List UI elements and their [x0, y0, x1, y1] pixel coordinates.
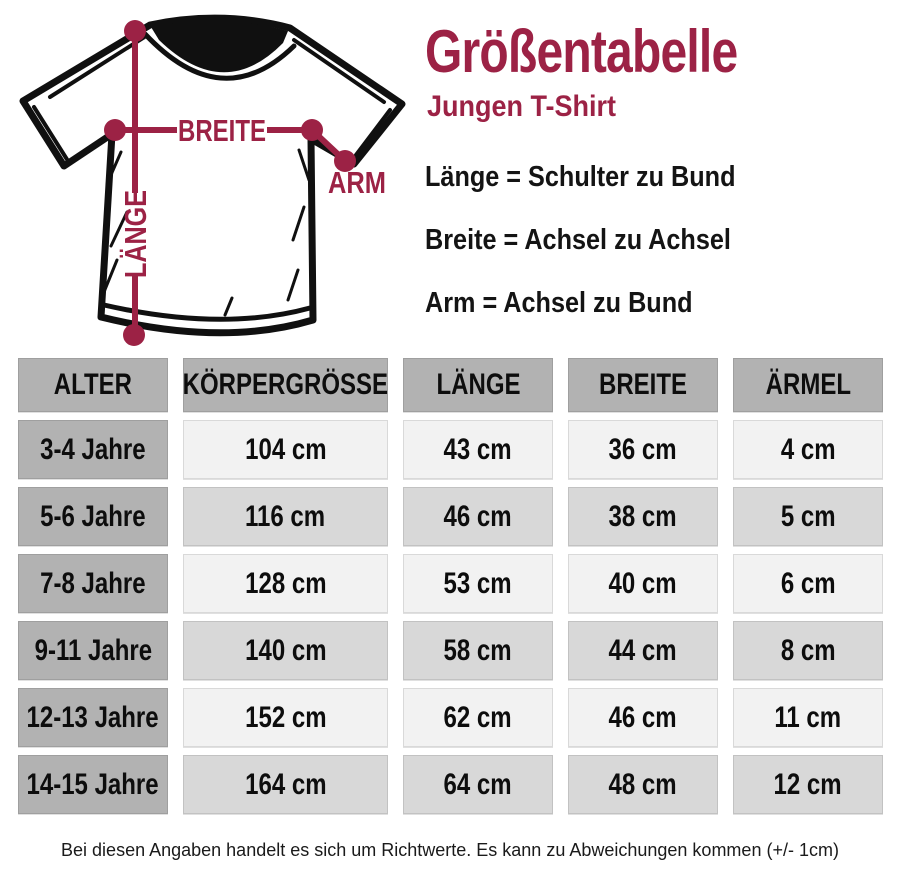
page-title: Größentabelle: [425, 18, 738, 85]
table-cell: 128 cm: [183, 554, 388, 613]
laenge-label: LÄNGE: [118, 190, 153, 278]
column-header-alter: ALTER: [18, 358, 168, 412]
table-cell: 152 cm: [183, 688, 388, 747]
table-cell: 104 cm: [183, 420, 388, 479]
definition-breite: Breite = Achsel zu Achsel: [425, 224, 731, 256]
table-cell: 36 cm: [568, 420, 718, 479]
hem-point: [123, 324, 145, 346]
left-armpit-point: [104, 119, 126, 141]
page-subtitle: Jungen T-Shirt: [427, 90, 616, 123]
table-cell: 44 cm: [568, 621, 718, 680]
table-cell: 116 cm: [183, 487, 388, 546]
disclaimer-note: Bei diesen Angaben handelt es sich um Ri…: [61, 840, 839, 860]
table-cell: 62 cm: [403, 688, 553, 747]
tshirt-measurement-diagram: BREITE ARM LÄNGE: [19, 14, 406, 346]
tshirt-collar-band: [142, 31, 297, 81]
row-label: 7-8 Jahre: [18, 554, 168, 613]
column-header-laenge: LÄNGE: [403, 358, 553, 412]
table-cell: 8 cm: [733, 621, 883, 680]
row-label: 5-6 Jahre: [18, 487, 168, 546]
arm-label: ARM: [328, 165, 386, 200]
table-cell: 64 cm: [403, 755, 553, 814]
table-cell: 5 cm: [733, 487, 883, 546]
column-header-koerpergroesse: KÖRPERGRÖSSE: [183, 358, 388, 412]
right-armpit-point: [301, 119, 323, 141]
tshirt-outline: [19, 14, 406, 337]
table-cell: 4 cm: [733, 420, 883, 479]
table-cell: 140 cm: [183, 621, 388, 680]
table-cell: 6 cm: [733, 554, 883, 613]
row-label: 14-15 Jahre: [18, 755, 168, 814]
table-cell: 11 cm: [733, 688, 883, 747]
row-label: 3-4 Jahre: [18, 420, 168, 479]
row-label: 12-13 Jahre: [18, 688, 168, 747]
table-cell: 46 cm: [403, 487, 553, 546]
table-cell: 164 cm: [183, 755, 388, 814]
breite-label: BREITE: [178, 113, 266, 148]
table-cell: 48 cm: [568, 755, 718, 814]
table-cell: 38 cm: [568, 487, 718, 546]
tshirt-hatching: [102, 148, 311, 317]
measurement-overlay: BREITE ARM LÄNGE: [104, 20, 386, 346]
sleeve-end-point: [334, 150, 356, 172]
definition-arm: Arm = Achsel zu Bund: [425, 287, 693, 319]
column-header-breite: BREITE: [568, 358, 718, 412]
shoulder-point: [124, 20, 146, 42]
row-label: 9-11 Jahre: [18, 621, 168, 680]
table-cell: 53 cm: [403, 554, 553, 613]
definition-laenge: Länge = Schulter zu Bund: [425, 161, 736, 193]
column-header-aermel: ÄRMEL: [733, 358, 883, 412]
tshirt-collar: [151, 20, 288, 73]
table-cell: 43 cm: [403, 420, 553, 479]
table-cell: 12 cm: [733, 755, 883, 814]
table-cell: 58 cm: [403, 621, 553, 680]
table-cell: 40 cm: [568, 554, 718, 613]
table-cell: 46 cm: [568, 688, 718, 747]
size-table: ALTER KÖRPERGRÖSSE LÄNGE BREITE ÄRMEL 3-…: [18, 358, 883, 814]
